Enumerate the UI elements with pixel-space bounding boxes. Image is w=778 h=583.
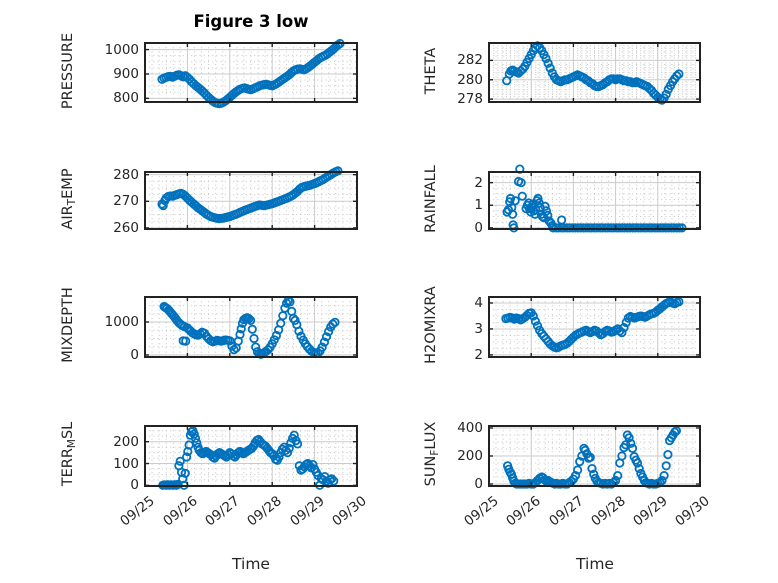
axis-ticks: [488, 426, 701, 486]
plot-pressure: [144, 38, 358, 109]
y-tick-label: 400: [457, 419, 483, 436]
y-tick-label: 260: [113, 219, 139, 236]
y-tick-label: 282: [457, 52, 483, 69]
data-points: [502, 164, 687, 233]
y-tick-label: 2: [474, 346, 483, 363]
y-tick-label: 800: [113, 90, 139, 107]
y-tick-label: 270: [113, 193, 139, 210]
x-tick-label: 09/30: [329, 493, 370, 530]
figure-title: Figure 3 low: [193, 12, 309, 31]
ylabel-text: AIR: [60, 204, 76, 230]
axis-ticks: [144, 172, 358, 229]
ylabel-text: MIXDEPTH: [60, 287, 76, 363]
x-tick-label: 09/29: [630, 493, 671, 530]
x-tick-label: 09/29: [286, 493, 328, 530]
y-tick-label: 0: [130, 346, 139, 363]
ylabel-text: LUX: [423, 421, 439, 450]
y-tick-label: 0: [474, 476, 483, 493]
ylabel-subscript: F: [429, 449, 441, 456]
plot-rainfall: [488, 164, 701, 233]
y-tick-label: 280: [113, 166, 139, 183]
ylabel-text: SL: [60, 421, 76, 440]
y-tick-label: 900: [113, 65, 139, 82]
ylabel-sun_flux: SUNFLUX: [423, 374, 441, 534]
y-tick-label: 4: [474, 294, 483, 311]
y-tick-label: 280: [457, 71, 483, 88]
plot-sun_flux: [488, 425, 701, 489]
axes-border: [144, 42, 358, 103]
y-tick-label: 1000: [104, 41, 139, 58]
ylabel-text: RAINFALL: [423, 164, 439, 233]
axes-border: [488, 171, 701, 230]
y-tick-label: 2: [474, 174, 483, 191]
axes-border: [488, 296, 701, 358]
x-tick-label: 09/26: [159, 493, 201, 530]
y-tick-label: 200: [113, 433, 139, 450]
plot-air_temp: [144, 166, 358, 230]
x-tick-label: 09/25: [461, 493, 502, 530]
x-tick-label: 09/27: [202, 493, 243, 530]
axis-ticks: [488, 172, 701, 229]
y-tick-label: 1: [474, 197, 483, 214]
axis-ticks: [144, 297, 358, 357]
data-points: [502, 41, 684, 105]
axes-border: [144, 296, 358, 358]
ylabel-text: EMP: [60, 167, 76, 199]
axis-ticks: [144, 43, 358, 102]
ylabel-text: H2OMIXRA: [423, 286, 439, 364]
plot-theta: [488, 41, 701, 105]
ylabel-text: THETA: [423, 47, 439, 94]
ylabel-subscript: M: [66, 439, 78, 449]
y-tick-label: 100: [113, 455, 139, 472]
ylabel-text: PRESSURE: [60, 32, 76, 109]
axes-border: [144, 171, 358, 230]
ylabel-text: SUN: [423, 455, 439, 487]
minor-grid-lines: [489, 172, 700, 229]
axis-ticks: [488, 297, 701, 357]
axis-ticks: [144, 426, 358, 487]
x-tick-label: 09/25: [117, 493, 158, 530]
x-tick-label: 09/28: [587, 493, 629, 530]
x-axis-label-left: Time: [232, 555, 270, 573]
minor-grid-lines: [145, 172, 357, 229]
axes-border: [144, 425, 358, 487]
x-tick-label: 09/30: [672, 493, 713, 530]
x-tick-label: 09/28: [244, 493, 286, 530]
y-tick-label: 278: [457, 91, 483, 108]
plot-h2omixra: [488, 296, 701, 358]
plot-mixdepth: [144, 295, 358, 359]
x-tick-label: 09/26: [503, 493, 545, 530]
y-tick-label: 0: [130, 477, 139, 494]
data-points: [503, 426, 681, 489]
ylabel-text: TERR: [60, 448, 76, 487]
data-points: [157, 166, 343, 224]
y-tick-label: 200: [457, 448, 483, 464]
ylabel-terr_msl: TERRMSL: [60, 374, 78, 534]
y-tick-label: 3: [474, 320, 483, 337]
axes-border: [488, 42, 701, 103]
ylabel-subscript: T: [66, 198, 78, 205]
data-points: [157, 38, 345, 109]
data-points: [158, 426, 339, 490]
y-tick-label: 1000: [104, 314, 139, 330]
x-axis-label-right: Time: [576, 555, 614, 573]
axis-ticks: [488, 43, 701, 102]
data-points: [501, 297, 684, 353]
y-tick-label: 0: [474, 219, 483, 236]
x-tick-label: 09/27: [545, 493, 587, 530]
plot-terr_msl: [144, 425, 358, 490]
